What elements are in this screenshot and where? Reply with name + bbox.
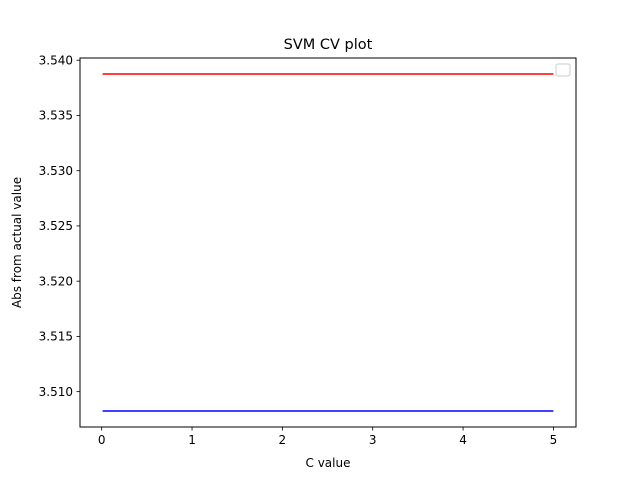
legend-box [555,63,571,77]
x-axis: 0 1 2 3 4 5 [98,427,557,447]
x-tick-label: 4 [459,433,467,447]
x-tick-label: 1 [188,433,196,447]
y-tick-label: 3.540 [39,53,73,67]
x-tick-label: 5 [550,433,558,447]
x-axis-label: C value [306,456,351,470]
series-layer [102,73,554,412]
chart-title: SVM CV plot [284,37,373,53]
y-tick-label: 3.510 [39,385,73,399]
y-tick-label: 3.520 [39,274,73,288]
x-tick-label: 0 [98,433,106,447]
y-tick-label: 3.525 [39,219,73,233]
x-tick-label: 3 [369,433,377,447]
y-tick-label: 3.515 [39,330,73,344]
y-axis-label: Abs from actual value [10,177,24,308]
legend [555,63,571,77]
plot-area [79,57,577,428]
y-tick-label: 3.530 [39,164,73,178]
y-tick-label: 3.535 [39,109,73,123]
y-axis: 3.510 3.515 3.520 3.525 3.530 3.535 3.540 [39,53,80,399]
x-tick-label: 2 [279,433,287,447]
